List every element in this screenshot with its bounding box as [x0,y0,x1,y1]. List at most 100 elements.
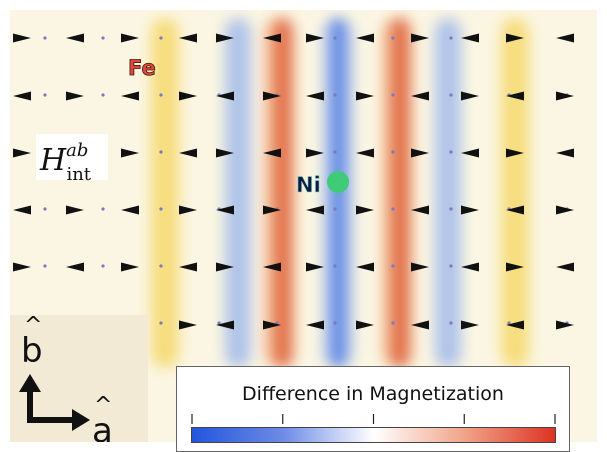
ni-label: Ni [296,173,321,197]
field-arrow [13,205,31,215]
axis-b-arrowhead [19,374,41,392]
field-arrow [356,148,374,158]
field-label-box [36,134,108,180]
lattice-dot [391,150,395,154]
axis-a-arrowhead [72,409,90,431]
field-arrow [556,91,574,101]
field-arrow [179,205,197,215]
axis-b-label: b [21,331,43,371]
field-arrow [411,91,429,101]
field-arrow [179,148,197,158]
lattice-dot [43,264,47,268]
magnetization-band [501,18,529,368]
lattice-dot [333,93,337,97]
magnetization-band [392,18,408,368]
field-arrow [263,91,281,101]
field-arrow [506,148,524,158]
axis-a-hat: ^ [94,393,112,418]
fe-label: Fe [128,56,156,80]
field-arrow [121,262,139,272]
field-arrow [411,148,429,158]
magnetization-bands [151,18,529,368]
field-arrow [216,91,234,101]
field-arrow [411,33,429,43]
lattice-dot [159,264,163,268]
field-arrow [356,262,374,272]
field-arrow [411,320,429,330]
field-arrow [13,148,31,158]
lattice-dot [159,207,163,211]
field-arrow [179,320,197,330]
magnetization-map: Fe Hab int Ni ^ b ^ a [10,10,597,442]
field-arrow [216,205,234,215]
field-arrow [13,33,31,43]
field-arrow [263,205,281,215]
field-arrow [66,33,84,43]
field-arrow [356,320,374,330]
lattice-dot [333,207,337,211]
field-arrow [356,205,374,215]
lattice-dot [159,321,163,325]
field-arrow [306,262,324,272]
lattice-dot [275,321,279,325]
lattice-dot [159,36,163,40]
field-arrow [179,33,197,43]
field-arrow [179,91,197,101]
field-arrow [461,91,479,101]
field-arrow [66,205,84,215]
field-arrow [216,33,234,43]
field-arrow [556,262,574,272]
field-arrow [306,320,324,330]
field-arrow [263,148,281,158]
field-arrow [121,33,139,43]
field-arrow [121,205,139,215]
field-arrow [263,320,281,330]
ni-atom-marker [327,171,349,193]
field-arrow [556,33,574,43]
lattice-dot [217,321,221,325]
field-arrows [13,33,574,330]
field-arrow [216,262,234,272]
axis-a-label: a [92,411,113,442]
lattice-dot [391,264,395,268]
field-arrow [306,91,324,101]
field-arrow [13,91,31,101]
field-arrow [66,91,84,101]
field-arrow [216,320,234,330]
lattice-dot [159,150,163,154]
field-arrow [506,320,524,330]
lattice-dot [391,207,395,211]
lattice-dot [333,264,337,268]
lattice-dot [43,36,47,40]
field-arrow [179,262,197,272]
lattice-dot [449,207,453,211]
lattice-dot [333,150,337,154]
lattice-dot [101,207,105,211]
field-arrow [66,262,84,272]
colorbar-legend: Difference in Magnetization [176,366,570,452]
lattice-dot [449,93,453,97]
magnetization-band [151,18,179,368]
field-arrow [556,205,574,215]
lattice-dot [391,93,395,97]
colorbar-gradient [191,427,556,443]
field-arrow [356,91,374,101]
colorbar-ticks [191,414,556,424]
field-arrow [411,205,429,215]
field-arrow [263,262,281,272]
field-arrow [121,91,139,101]
colorbar-title: Difference in Magnetization [242,383,504,405]
field-arrow [556,320,574,330]
field-label: Hab int [39,140,92,185]
lattice-dot [43,93,47,97]
field-arrow [411,262,429,272]
lattice-dot [101,93,105,97]
field-arrow [306,205,324,215]
field-arrow [306,33,324,43]
lattice-dot [101,36,105,40]
field-arrow [356,33,374,43]
field-arrow [461,148,479,158]
lattice-dot [43,207,47,211]
lattice-dot [391,36,395,40]
lattice-dot [391,321,395,325]
